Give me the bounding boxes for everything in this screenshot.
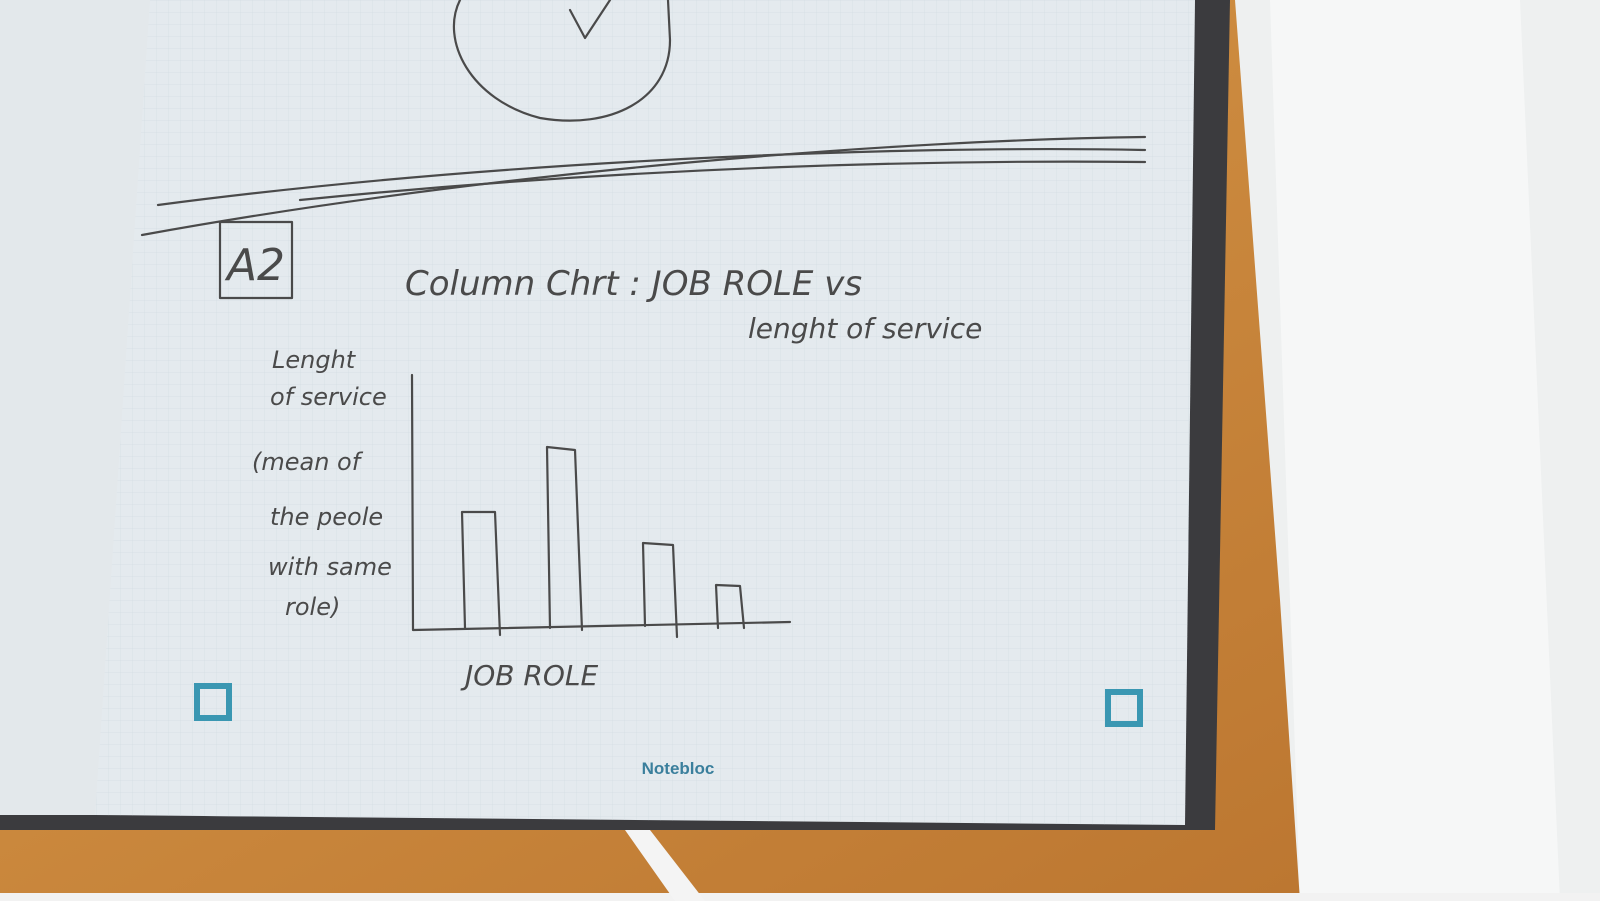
pen (625, 830, 705, 901)
y-label: (mean of (252, 448, 364, 476)
y-label: Lenght (272, 346, 357, 374)
separator (140, 135, 1147, 237)
bar-sketch (641, 541, 679, 639)
pie-sketch (452, 0, 672, 122)
separator (156, 147, 1147, 207)
bar-sketch (545, 445, 584, 632)
bar-sketch (460, 510, 502, 637)
stamp: A2 (224, 240, 285, 291)
y-label-group: Lenght of service (mean of the peole wit… (252, 346, 392, 621)
y-label: of service (270, 383, 387, 411)
corner-marker (194, 683, 232, 721)
y-label: with same (268, 553, 392, 581)
photo-edge (0, 893, 1600, 901)
title: Column Chrt : JOB ROLE vs (405, 264, 862, 304)
paper-sheet (1270, 0, 1560, 901)
bar-sketch (714, 583, 746, 630)
corner-marker (1105, 689, 1143, 727)
stamp-box (218, 220, 294, 300)
axes (410, 373, 792, 632)
title: lenght of service (748, 312, 982, 345)
y-label: role) (285, 593, 340, 621)
page-grid (95, 0, 1195, 825)
pie-slice (568, 0, 612, 40)
y-label: the peole (270, 503, 383, 531)
x-label: JOB ROLE (460, 659, 599, 692)
brand: Notebloc (642, 759, 715, 778)
separator (298, 160, 1147, 202)
